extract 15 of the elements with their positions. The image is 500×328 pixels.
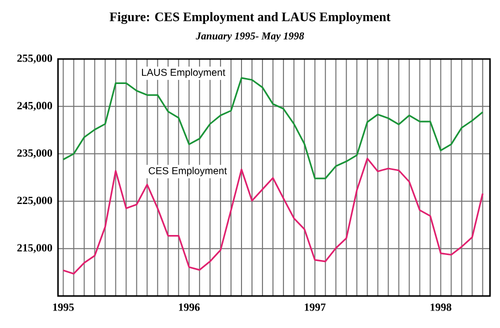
- x-tick-label: 1996: [178, 304, 200, 311]
- series-label: LAUS Employment: [142, 68, 226, 78]
- x-tick-label: 1997: [304, 304, 326, 311]
- line-series: [62, 158, 484, 275]
- x-tick-label: 1998: [430, 304, 452, 311]
- chart-title: Figure: CES Employment and LAUS Employment: [110, 12, 390, 24]
- chart-subtitle: January 1995- May 1998: [196, 32, 304, 42]
- y-tick-label: 235,000: [17, 149, 52, 158]
- y-tick-label: 215,000: [17, 244, 52, 254]
- y-tick-label: 225,000: [17, 196, 52, 206]
- y-tick-label: 255,000: [17, 54, 52, 64]
- line-series: [62, 77, 484, 180]
- y-tick-label: 245,000: [17, 102, 52, 111]
- x-tick-label: 1995: [53, 304, 74, 311]
- series-label: CES Employment: [148, 166, 227, 176]
